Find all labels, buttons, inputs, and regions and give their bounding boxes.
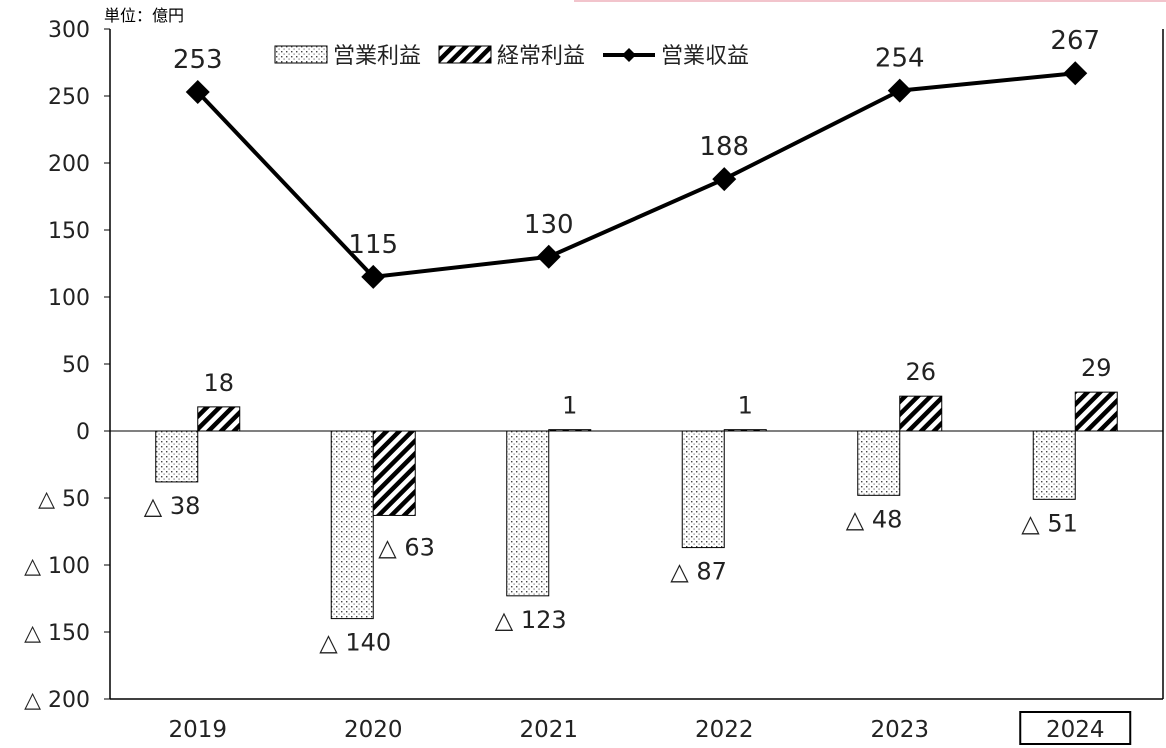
legend-label: 営業利益 <box>333 44 421 69</box>
operating-revenue-marker <box>185 79 210 104</box>
operating-profit-bar <box>1032 430 1076 500</box>
y-tick-label: 250 <box>48 85 90 110</box>
ordinary-profit-bar <box>1074 391 1118 432</box>
operating-revenue-label: 115 <box>348 230 398 260</box>
operating-revenue-marker <box>361 264 386 289</box>
ordinary-profit-label: 1 <box>738 392 753 420</box>
legend-label: 経常利益 <box>497 44 585 69</box>
ordinary-profit-label: 29 <box>1081 354 1112 382</box>
y-tick-label: 50 <box>62 353 90 378</box>
x-tick-label: 2020 <box>344 717 403 743</box>
top-border-line <box>574 0 1166 2</box>
operating-revenue-marker <box>712 167 737 192</box>
x-tick-label: 2019 <box>168 717 227 743</box>
y-tick-label: △ 200 <box>24 688 90 713</box>
operating-revenue-label: 267 <box>1050 26 1100 56</box>
operating-profit-label: △ 38 <box>144 492 201 520</box>
operating-profit-bar <box>155 430 199 483</box>
ordinary-profit-label: 1 <box>562 392 577 420</box>
y-tick-label: 150 <box>48 219 90 244</box>
operating-revenue-label: 188 <box>699 132 749 162</box>
legend-diamond-marker <box>622 48 636 62</box>
operating-profit-bar <box>857 430 901 496</box>
x-tick-label: 2021 <box>519 717 578 743</box>
operating-revenue-marker <box>1063 61 1088 86</box>
operating-profit-label: △ 87 <box>670 558 727 586</box>
ordinary-profit-bar <box>899 395 943 432</box>
operating-revenue-marker <box>887 78 912 103</box>
operating-revenue-marker <box>536 244 561 269</box>
legend-dotted-swatch <box>274 45 328 64</box>
x-tick-label: 2023 <box>870 717 929 743</box>
ordinary-profit-label: △ 63 <box>378 533 435 561</box>
ordinary-profit-bar <box>197 406 241 432</box>
y-tick-label: 200 <box>48 152 90 177</box>
y-tick-label: 100 <box>48 286 90 311</box>
operating-profit-bar <box>506 430 550 597</box>
ordinary-profit-label: 26 <box>905 358 936 386</box>
y-tick-label: △ 150 <box>24 621 90 646</box>
operating-profit-bar <box>681 430 725 549</box>
y-tick-label: △ 100 <box>24 554 90 579</box>
unit-label: 単位：億円 <box>104 6 185 25</box>
operating-profit-label: △ 140 <box>319 629 391 657</box>
x-tick-label: 2024 <box>1046 717 1105 743</box>
operating-revenue-label: 130 <box>524 210 574 240</box>
x-tick-label: 2022 <box>695 717 754 743</box>
ordinary-profit-bar <box>372 430 416 516</box>
operating-revenue-label: 253 <box>173 45 223 75</box>
y-tick-label: 300 <box>48 18 90 43</box>
operating-profit-label: △ 51 <box>1021 509 1078 537</box>
legend-label: 営業収益 <box>661 44 749 69</box>
operating-revenue-line <box>196 71 1076 279</box>
legend-hatched-swatch <box>438 45 492 64</box>
y-tick-label: △ 50 <box>38 487 90 512</box>
operating-profit-label: △ 123 <box>495 606 567 634</box>
ordinary-profit-label: 18 <box>203 369 234 397</box>
operating-revenue-label: 254 <box>875 44 925 74</box>
operating-profit-label: △ 48 <box>846 505 903 533</box>
operating-profit-bar <box>330 430 374 620</box>
y-tick-label: 0 <box>76 420 90 445</box>
highlight-box <box>1019 711 1132 745</box>
